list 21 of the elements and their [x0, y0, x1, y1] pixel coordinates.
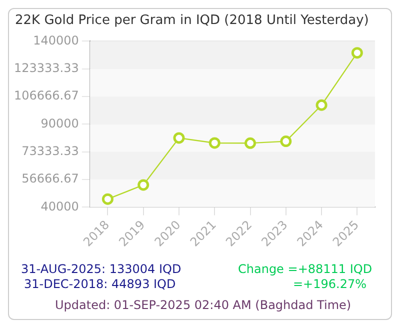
y-tick-label: 40000 [40, 199, 79, 214]
point [280, 136, 292, 148]
y-tick-label: 106666.67 [14, 88, 79, 103]
point [102, 193, 114, 205]
y-tick-label: 73333.33 [22, 144, 79, 158]
point [316, 99, 328, 111]
y-tick-label: 123333.33 [14, 60, 79, 75]
point [244, 137, 256, 149]
text: 31-DEC-2018: 44893 IQD [24, 277, 176, 291]
point [138, 179, 150, 191]
text: Updated: 01-SEP-2025 02:40 AM (Baghdad Time) [55, 298, 352, 312]
text: Change =+88111 IQD [238, 262, 372, 276]
y-tick-label: 140000 [33, 33, 79, 48]
point [173, 132, 185, 144]
y-tick-label: 90000 [40, 116, 79, 130]
chart-title: 22K Gold Price per Gram in IQD (2018 Until Yesterday) [15, 13, 369, 28]
point [351, 47, 363, 59]
text: =+196.27% [293, 277, 366, 291]
text: 31-AUG-2025: 133004 IQD [21, 262, 182, 276]
y-tick-label: 56666.67 [22, 172, 79, 186]
point [208, 137, 220, 149]
